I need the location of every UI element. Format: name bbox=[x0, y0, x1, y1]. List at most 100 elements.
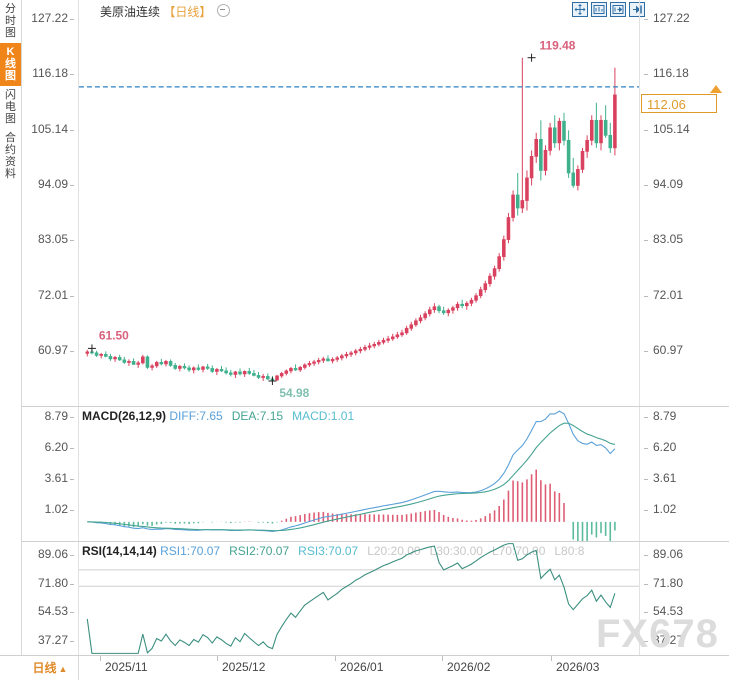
chart-toolbar bbox=[572, 2, 645, 17]
indicator-params: RSI(14,14,14) bbox=[82, 544, 157, 558]
macd-panel: MACD(26,12,9) DIFF:7.65 DEA:7.15 MACD:1.01… bbox=[22, 406, 729, 541]
period-selector-button[interactable]: 日线 ▲ bbox=[22, 656, 79, 680]
rsi-axis-right: 89.06 71.80 54.53 37.27 bbox=[644, 542, 729, 655]
axis-tick-label: 94.09 bbox=[37, 177, 68, 191]
axis-tick-label: 72.01 bbox=[653, 287, 684, 302]
macd-plot-area[interactable] bbox=[78, 407, 640, 541]
sidebar-item-contract-info[interactable]: 合约资料 bbox=[0, 129, 21, 184]
axis-tick-mark bbox=[644, 185, 648, 186]
svg-text:54.98: 54.98 bbox=[279, 386, 309, 400]
rsi-plot-area[interactable] bbox=[78, 542, 640, 655]
axis-tick-mark bbox=[70, 416, 74, 418]
date-axis-label: 2026/03 bbox=[556, 660, 600, 674]
price-panel: 美原油连续 【日线】 bbox=[22, 0, 729, 406]
sidebar-item-lightning[interactable]: 闪电图 bbox=[0, 86, 21, 129]
date-axis: 日线 ▲ 2025/11 2025/12 2026/01 2026/02 2026/03 bbox=[0, 655, 729, 680]
page-title: 美原油连续 【日线】 bbox=[100, 3, 230, 20]
price-axis-left: 127.22 116.18 105.14 94.09 83.05 72.01 60.97 bbox=[22, 0, 74, 406]
indicator-params: MACD(26,12,9) bbox=[82, 409, 167, 423]
crosshair-move-icon[interactable] bbox=[572, 2, 588, 17]
date-axis-tick bbox=[100, 656, 101, 661]
date-axis-label: 2026/02 bbox=[447, 660, 491, 674]
axis-tick-label: 6.20 bbox=[653, 439, 677, 454]
axis-tick-mark bbox=[70, 295, 74, 297]
axis-tick-mark bbox=[644, 447, 648, 449]
axis-tick-mark bbox=[70, 18, 74, 20]
axis-tick-label: 37.27 bbox=[37, 632, 68, 647]
macd-header: MACD(26,12,9) DIFF:7.65 DEA:7.15 MACD:1.01 bbox=[82, 409, 363, 423]
axis-tick-label: 83.05 bbox=[653, 232, 684, 247]
axis-tick-label: 3.61 bbox=[44, 471, 68, 486]
date-axis-label: 2025/12 bbox=[222, 660, 266, 674]
sidebar-item-char: 时 bbox=[5, 15, 16, 27]
axis-tick-mark bbox=[644, 510, 648, 512]
sidebar-item-char: 线 bbox=[5, 58, 16, 70]
minus-circle-icon[interactable] bbox=[216, 4, 230, 17]
axis-tick-label: 72.01 bbox=[37, 287, 68, 302]
axis-tick-label: 37.27 bbox=[653, 632, 684, 647]
indicator-value: DEA:7.15 bbox=[231, 409, 284, 423]
instrument-name: 美原油连续 bbox=[100, 5, 161, 19]
date-axis-tick bbox=[442, 656, 443, 661]
axis-tick-label: 60.97 bbox=[37, 343, 68, 357]
sidebar-item-intraday[interactable]: 分时图 bbox=[0, 0, 21, 43]
axis-tick-mark bbox=[70, 351, 74, 352]
svg-text:61.50: 61.50 bbox=[99, 328, 129, 342]
axis-tick-mark bbox=[644, 583, 648, 585]
axis-tick-mark bbox=[644, 74, 648, 76]
axis-tick-label: 116.18 bbox=[653, 66, 689, 81]
indicator-value: RSI3:70.07 bbox=[298, 544, 359, 558]
jump-end-icon[interactable] bbox=[629, 2, 645, 17]
axis-tick-mark bbox=[70, 479, 74, 481]
axis-tick-label: 127.22 bbox=[653, 10, 690, 25]
caret-up-icon: ▲ bbox=[58, 664, 68, 674]
axis-tick-label: 60.97 bbox=[653, 343, 684, 357]
svg-text:119.48: 119.48 bbox=[540, 39, 576, 53]
macd-axis-right: 8.79 6.20 3.61 1.02 bbox=[644, 407, 729, 541]
axis-tick-mark bbox=[644, 18, 648, 20]
axis-tick-mark bbox=[70, 612, 74, 614]
date-axis-label: 2025/11 bbox=[105, 660, 148, 674]
axis-tick-mark bbox=[644, 240, 648, 242]
sidebar-item-char: 分 bbox=[5, 3, 16, 15]
axis-tick-label: 71.80 bbox=[653, 575, 684, 590]
axis-tick-mark bbox=[644, 416, 648, 418]
axis-tick-mark bbox=[644, 129, 648, 131]
zoom-fit-icon[interactable] bbox=[591, 2, 607, 17]
date-axis-tick bbox=[551, 656, 552, 661]
indicator-value: L30:30.00 bbox=[429, 544, 483, 558]
indicator-value: L70:70.00 bbox=[491, 544, 546, 558]
shift-right-icon[interactable] bbox=[610, 2, 626, 17]
indicator-value: L80:8 bbox=[554, 544, 585, 558]
axis-tick-mark bbox=[70, 129, 74, 131]
indicator-value: RSI2:70.07 bbox=[229, 544, 290, 558]
sidebar-item-char: 电 bbox=[5, 101, 16, 113]
sidebar-item-char: 图 bbox=[5, 27, 16, 39]
axis-tick-label: 94.09 bbox=[653, 177, 684, 191]
sidebar-item-char: 图 bbox=[5, 113, 16, 125]
price-plot-area[interactable]: 61.50 54.98 119.48 bbox=[78, 0, 640, 406]
sidebar-item-char: 闪 bbox=[5, 89, 16, 101]
indicator-value: MACD:1.01 bbox=[292, 409, 355, 423]
sidebar-item-char: 料 bbox=[5, 168, 16, 180]
axis-tick-mark bbox=[644, 295, 648, 297]
axis-tick-label: 105.14 bbox=[653, 121, 690, 136]
sidebar-item-char: 约 bbox=[5, 144, 16, 156]
axis-tick-label: 83.05 bbox=[37, 232, 68, 247]
period-selector-label: 日线 bbox=[32, 661, 57, 675]
axis-tick-label: 54.53 bbox=[653, 604, 684, 619]
sidebar-item-char: K bbox=[6, 46, 15, 58]
current-price-tag[interactable]: 112.06 bbox=[641, 94, 717, 113]
axis-tick-label: 6.20 bbox=[44, 439, 68, 454]
date-axis-tick bbox=[217, 656, 218, 661]
axis-tick-label: 105.14 bbox=[31, 121, 68, 136]
axis-tick-mark bbox=[70, 447, 74, 449]
rsi-axis-left: 89.06 71.80 54.53 37.27 bbox=[22, 542, 74, 655]
price-tag-arrow-icon bbox=[710, 85, 722, 93]
sidebar-item-char: 合 bbox=[5, 132, 16, 144]
axis-tick-label: 8.79 bbox=[44, 408, 68, 423]
price-axis-right: 127.22 116.18 105.14 94.09 83.05 72.01 60.97 bbox=[644, 0, 729, 406]
axis-tick-mark bbox=[644, 612, 648, 614]
